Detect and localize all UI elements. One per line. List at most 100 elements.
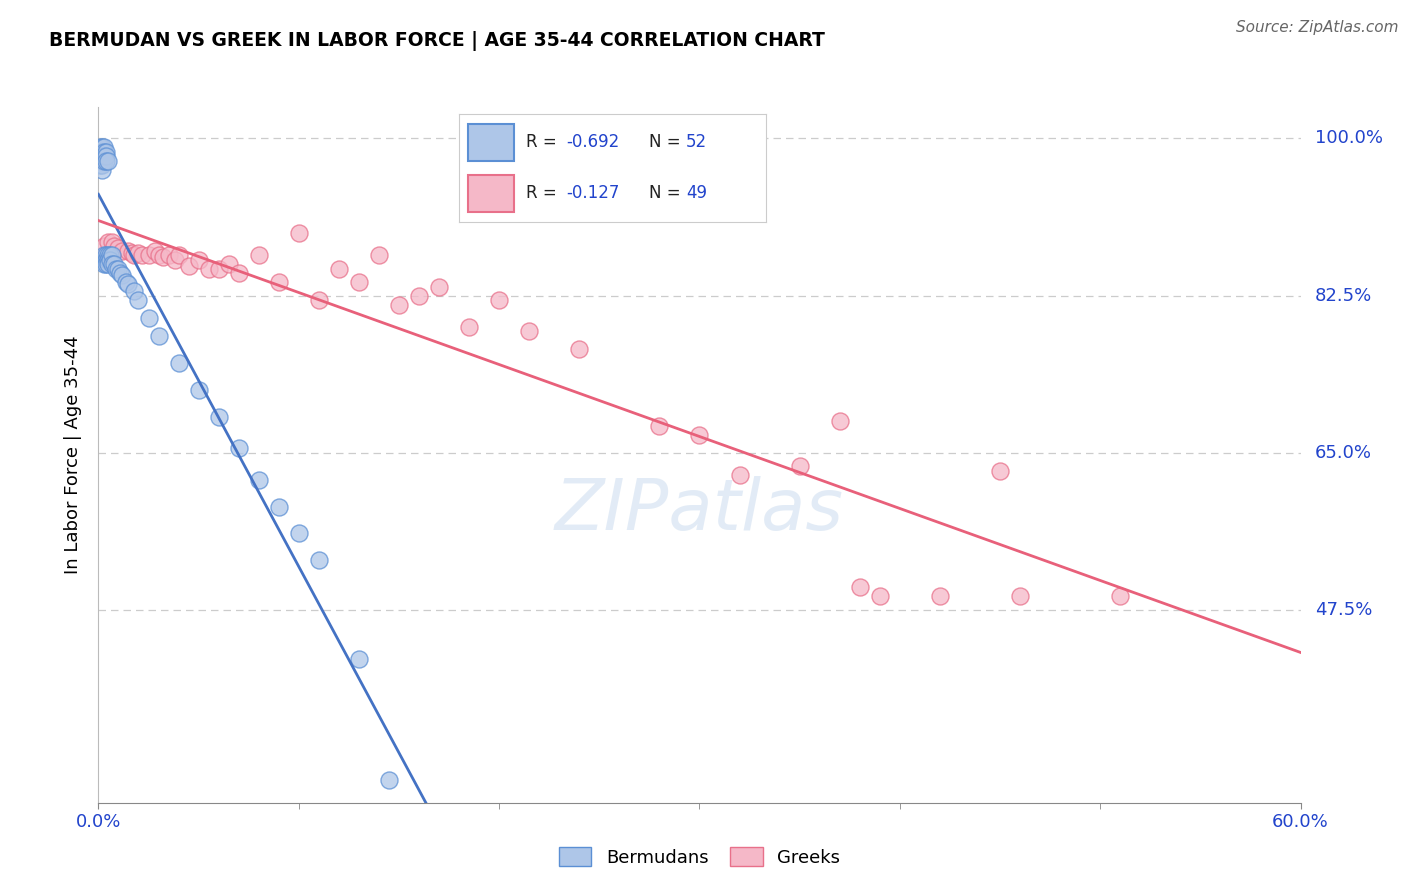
Point <box>101 257 124 271</box>
Point <box>197 261 219 276</box>
Text: 82.5%: 82.5% <box>1315 286 1372 304</box>
Point <box>648 418 671 433</box>
Point <box>97 235 120 249</box>
Point <box>96 252 118 267</box>
Point <box>93 248 115 262</box>
Point <box>688 427 710 442</box>
Point <box>103 257 125 271</box>
Point <box>308 553 330 567</box>
Point <box>117 277 139 291</box>
Point <box>1109 590 1132 604</box>
Point <box>131 248 153 262</box>
Point <box>93 149 115 163</box>
Point <box>869 590 891 604</box>
Point <box>97 248 120 262</box>
Point <box>458 320 481 334</box>
Point <box>208 409 231 424</box>
Text: 47.5%: 47.5% <box>1315 601 1372 619</box>
Point <box>378 773 401 788</box>
Point <box>208 261 231 276</box>
Point <box>247 248 270 262</box>
Point <box>152 250 174 264</box>
Point <box>101 235 124 249</box>
Point <box>97 153 120 168</box>
Point <box>93 140 115 154</box>
Point <box>308 293 330 307</box>
Point <box>568 343 591 357</box>
Point <box>91 140 114 154</box>
Point <box>789 459 811 474</box>
Point <box>288 526 311 541</box>
Point <box>111 244 134 258</box>
Point <box>267 275 290 289</box>
Point <box>128 293 150 307</box>
Point <box>517 325 540 339</box>
Point <box>138 311 160 326</box>
Point <box>96 149 118 163</box>
Point <box>115 275 138 289</box>
Point <box>89 153 111 168</box>
Point <box>148 248 170 262</box>
Point <box>93 239 115 253</box>
Point <box>111 268 134 282</box>
Point <box>97 252 120 267</box>
Point <box>267 500 290 514</box>
Point <box>89 149 111 163</box>
Text: BERMUDAN VS GREEK IN LABOR FORCE | AGE 35-44 CORRELATION CHART: BERMUDAN VS GREEK IN LABOR FORCE | AGE 3… <box>49 31 825 51</box>
Point <box>828 414 851 428</box>
Point <box>91 153 114 168</box>
Point <box>849 580 872 594</box>
Point <box>100 252 122 267</box>
Point <box>89 140 111 154</box>
Point <box>388 297 411 311</box>
Point <box>288 226 311 240</box>
Point <box>103 239 125 253</box>
Point <box>91 162 114 177</box>
Point <box>91 145 114 159</box>
Point <box>408 288 430 302</box>
Point <box>93 145 115 159</box>
Point <box>929 590 952 604</box>
Point <box>143 244 166 258</box>
Point <box>177 259 200 273</box>
Point <box>187 252 209 267</box>
Point <box>91 158 114 172</box>
Point <box>110 266 132 280</box>
Point <box>107 261 129 276</box>
Point <box>107 241 129 255</box>
Point <box>93 153 115 168</box>
Point <box>100 248 122 262</box>
Point <box>187 383 209 397</box>
Point <box>96 248 118 262</box>
Point <box>988 464 1011 478</box>
Legend: Bermudans, Greeks: Bermudans, Greeks <box>551 839 848 874</box>
Point <box>101 248 124 262</box>
Point <box>328 261 350 276</box>
Point <box>163 252 186 267</box>
Point <box>96 145 118 159</box>
Point <box>1010 590 1032 604</box>
Point <box>167 356 190 370</box>
Point <box>167 248 190 262</box>
Point <box>91 149 114 163</box>
Point <box>488 293 510 307</box>
Point <box>347 275 370 289</box>
Text: ZIPatlas: ZIPatlas <box>555 476 844 545</box>
Point <box>124 248 146 262</box>
Point <box>89 158 111 172</box>
Point <box>105 261 128 276</box>
Point <box>138 248 160 262</box>
Point <box>728 468 751 483</box>
Point <box>117 244 139 258</box>
Point <box>148 329 170 343</box>
Text: Source: ZipAtlas.com: Source: ZipAtlas.com <box>1236 20 1399 35</box>
Point <box>124 284 146 298</box>
Text: 65.0%: 65.0% <box>1315 443 1372 462</box>
Point <box>347 652 370 666</box>
Point <box>228 266 250 280</box>
Point <box>368 248 391 262</box>
Point <box>228 441 250 455</box>
Point <box>97 257 120 271</box>
Point <box>128 246 150 260</box>
Point <box>93 257 115 271</box>
